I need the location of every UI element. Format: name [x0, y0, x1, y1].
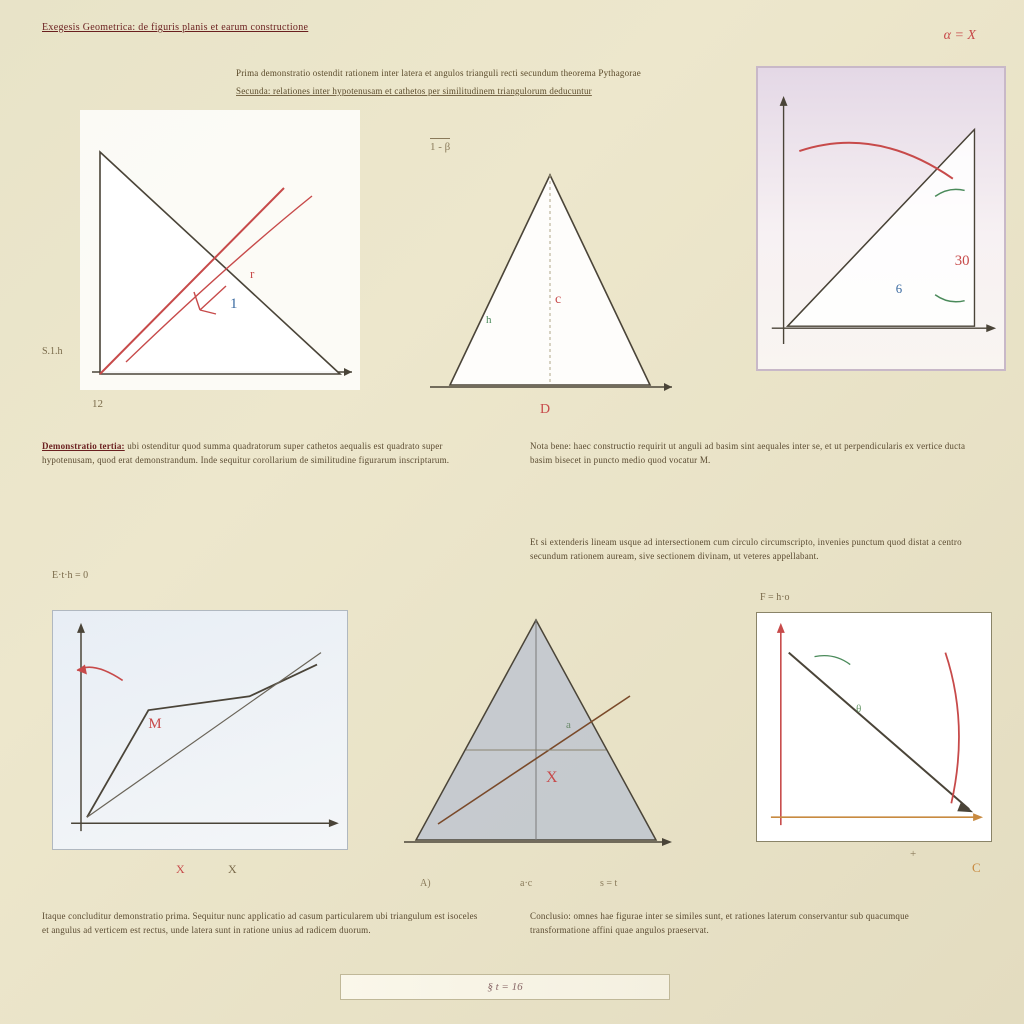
- panel-framed-plot-1: 30 6: [756, 66, 1006, 371]
- panel-right-triangle: 1 r: [80, 110, 360, 390]
- svg-text:6: 6: [896, 282, 903, 296]
- panel-filled-triangle: X a: [396, 600, 676, 860]
- equation-fraction: 1 - β: [430, 138, 450, 153]
- p4-label-x1: X: [176, 862, 185, 877]
- svg-text:h: h: [486, 314, 492, 326]
- footer-box: § t = 16: [340, 974, 670, 1000]
- p5-ann-3: s = t: [600, 878, 617, 889]
- p5-ann-2: a·c: [520, 878, 532, 889]
- equation-right: F = h·o: [760, 592, 790, 603]
- svg-text:X: X: [546, 769, 558, 786]
- paragraph-mid-right-2: Et si extenderis lineam usque ad interse…: [530, 536, 970, 563]
- page-title: Exegesis Geometrica: de figuris planis e…: [42, 22, 308, 33]
- paragraph-mid-right: Nota bene: haec constructio requirit ut …: [530, 440, 970, 467]
- panel-line-plot: M: [52, 610, 348, 850]
- subtitle-2: Secunda: relationes inter hypotenusam et…: [236, 86, 736, 96]
- p1-label-a: 12: [92, 398, 103, 410]
- svg-text:θ: θ: [856, 703, 861, 715]
- paragraph-bottom-right: Conclusio: omnes hae figurae inter se si…: [530, 910, 970, 937]
- subtitle-1: Prima demonstratio ostendit rationem int…: [236, 68, 736, 78]
- p1-side-label: S.1.h: [42, 346, 63, 357]
- p6-tick: +: [910, 848, 916, 860]
- para-left-heading: Demonstratio tertia:: [42, 441, 125, 451]
- corner-annotation: α = X: [944, 28, 976, 44]
- p2-label-d: D: [540, 402, 550, 418]
- p5-ann-1: A): [420, 878, 431, 889]
- svg-text:c: c: [555, 292, 561, 307]
- svg-text:30: 30: [955, 253, 970, 269]
- equation-left: E·t·h = 0: [52, 570, 88, 581]
- panel-framed-plot-2: θ: [756, 612, 992, 842]
- panel-isoceles-triangle: c h: [420, 155, 680, 400]
- paragraph-bottom-left: Itaque concluditur demonstratio prima. S…: [42, 910, 482, 937]
- svg-text:1: 1: [230, 296, 238, 312]
- paragraph-mid-left: Demonstratio tertia: ubi ostenditur quod…: [42, 440, 482, 467]
- svg-text:M: M: [148, 716, 161, 732]
- p4-label-x2: X: [228, 862, 237, 877]
- p6-label-c: C: [972, 860, 981, 876]
- svg-text:r: r: [250, 266, 255, 281]
- svg-text:a: a: [566, 719, 571, 731]
